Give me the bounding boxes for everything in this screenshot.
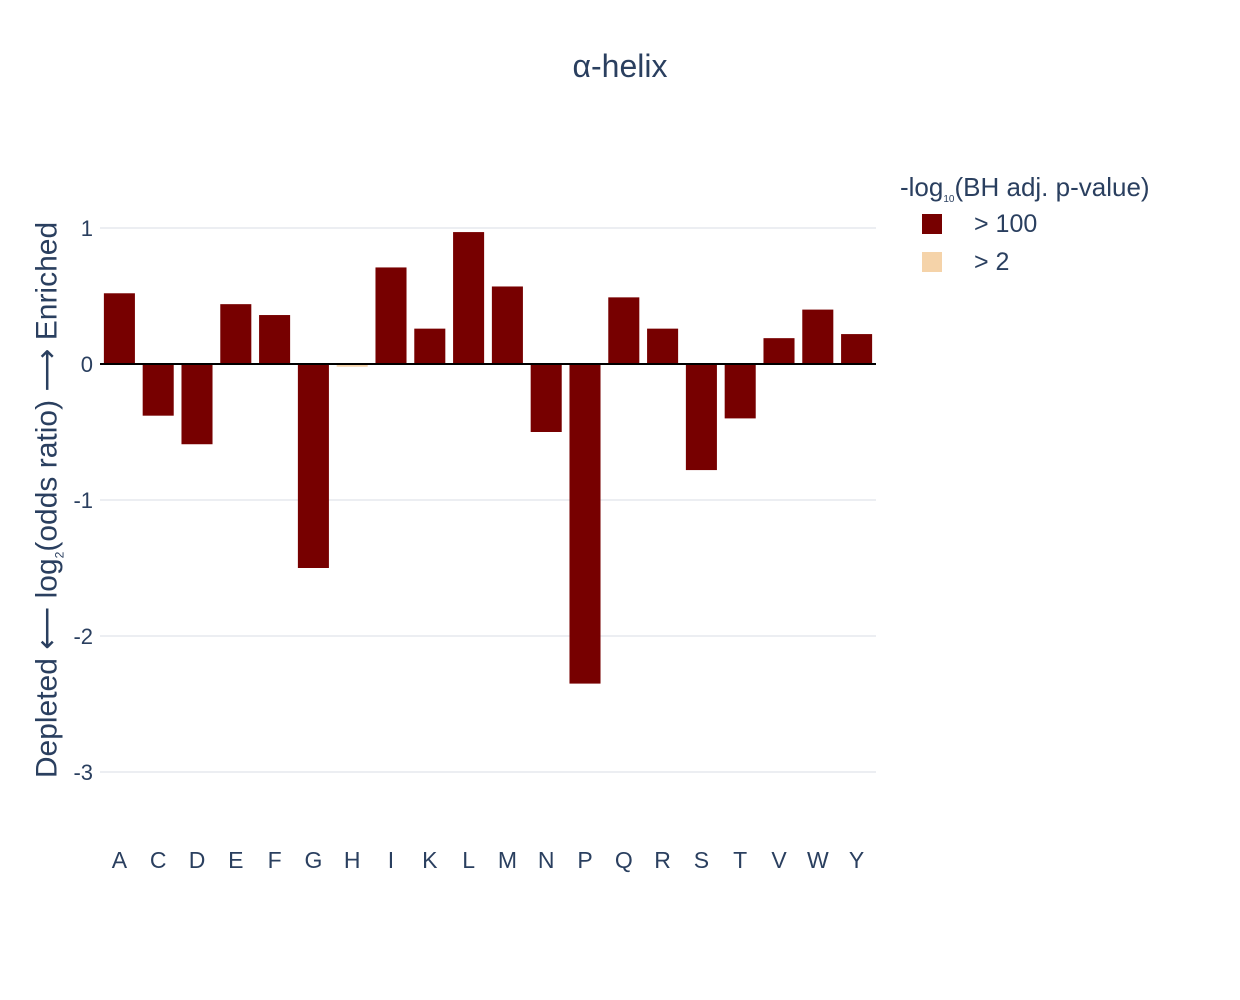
- legend-item-gt2[interactable]: > 2: [900, 243, 1150, 281]
- x-tick-label: L: [462, 847, 475, 873]
- bar-I: [375, 267, 407, 364]
- legend-swatch-gt100: [922, 214, 942, 235]
- legend: -log10(BH adj. p-value) > 100 > 2: [900, 172, 1150, 281]
- bar-R: [647, 328, 679, 364]
- bar-T: [724, 364, 756, 419]
- bar-S: [685, 364, 717, 471]
- x-tick-label: W: [807, 847, 829, 873]
- legend-title-subscript: 10: [943, 194, 955, 206]
- x-tick-label: R: [654, 847, 671, 873]
- bar-N: [530, 364, 562, 432]
- y-tick-label: 0: [81, 352, 93, 377]
- bar-K: [414, 328, 446, 364]
- chart-title: α-helix: [572, 48, 668, 84]
- x-tick-label: Y: [849, 847, 864, 873]
- legend-title-after: (BH adj. p-value): [954, 172, 1150, 202]
- x-tick-label: C: [150, 847, 167, 873]
- bar-G: [297, 364, 329, 568]
- y-tick-label: -1: [73, 488, 93, 513]
- legend-swatch-gt2: [922, 252, 942, 273]
- y-tick-label: -3: [73, 760, 93, 785]
- bar-C: [142, 364, 174, 416]
- x-tick-label: H: [344, 847, 361, 873]
- legend-label-gt2: > 2: [974, 247, 1010, 276]
- bar-Q: [608, 297, 640, 364]
- y-tick-label: 1: [81, 216, 93, 241]
- bar-D: [181, 364, 213, 445]
- x-tick-label: K: [422, 847, 438, 873]
- x-tick-label: T: [733, 847, 747, 873]
- x-tick-label: Q: [615, 847, 633, 873]
- legend-title: -log10(BH adj. p-value): [900, 172, 1150, 205]
- bar-A: [103, 293, 135, 364]
- bar-E: [220, 304, 252, 364]
- x-tick-label: F: [268, 847, 282, 873]
- legend-title-before: -log: [900, 172, 944, 202]
- legend-label-gt100: > 100: [974, 209, 1038, 238]
- bar-F: [259, 315, 291, 364]
- x-tick-label: S: [694, 847, 709, 873]
- x-tick-label: G: [304, 847, 322, 873]
- legend-item-gt100[interactable]: > 100: [900, 205, 1150, 243]
- x-tick-label: M: [498, 847, 517, 873]
- bar-Y: [841, 334, 873, 364]
- x-tick-label: A: [112, 847, 128, 873]
- bar-L: [453, 232, 485, 364]
- x-tick-label: D: [189, 847, 206, 873]
- x-tick-label: I: [388, 847, 394, 873]
- x-tick-label: V: [771, 847, 787, 873]
- bar-M: [491, 286, 523, 364]
- bar-W: [802, 309, 834, 364]
- bar-H: [336, 364, 368, 367]
- x-tick-label: E: [228, 847, 243, 873]
- y-tick-label: -2: [73, 624, 93, 649]
- bar-P: [569, 364, 601, 684]
- x-tick-label: P: [577, 847, 592, 873]
- bar-V: [763, 338, 795, 364]
- x-tick-label: N: [538, 847, 555, 873]
